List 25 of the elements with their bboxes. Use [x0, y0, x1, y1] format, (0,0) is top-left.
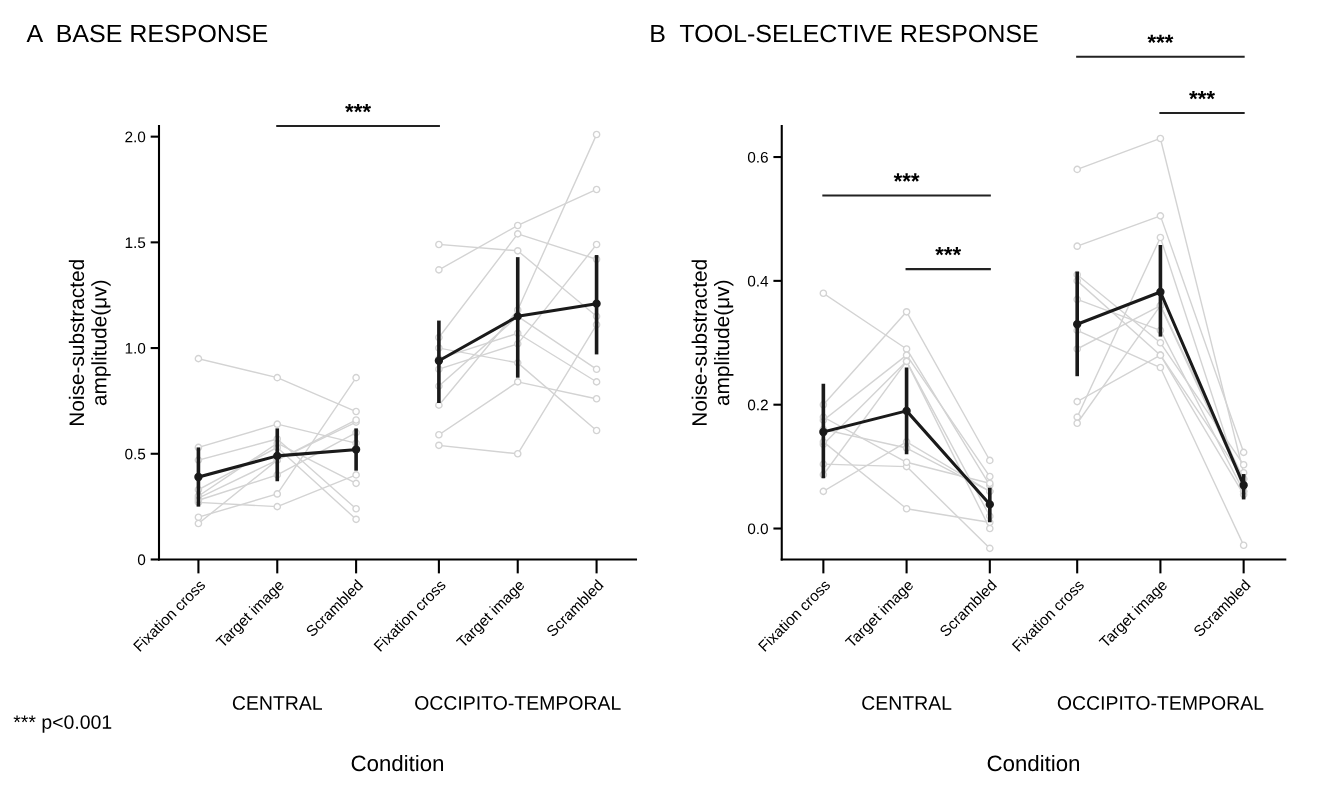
x-axis-title: Condition	[351, 754, 444, 772]
y-tick-label: 0.4	[747, 275, 769, 287]
y-tick-label: 2.0	[125, 131, 146, 143]
y-tick-label: 1.5	[125, 237, 146, 249]
text: ***	[345, 104, 372, 113]
y-tick-label: 0.2	[747, 399, 768, 411]
y-tick-label: 0.5	[125, 448, 146, 460]
x-axis-title: Condition	[987, 754, 1080, 772]
chart-title: A BASE RESPONSE	[26, 24, 268, 43]
y-tick-label: 1.0	[125, 342, 146, 354]
y-axis-title: Noise-substracted amplitude(μv)	[691, 260, 734, 426]
text: CENTRAL	[862, 696, 952, 710]
text: CENTRAL	[232, 696, 322, 710]
text: ***	[1147, 34, 1174, 43]
text: OCCIPITO-TEMPORAL	[1057, 696, 1264, 710]
text: *** p<0.001	[13, 715, 112, 733]
chart-title: B TOOL-SELECTIVE RESPONSE	[651, 24, 1038, 43]
text: ***	[1189, 91, 1215, 100]
annotation: ***	[935, 247, 962, 256]
y-tick-label: 0.0	[747, 523, 768, 535]
y-axis-title: Noise-substracted amplitude(μv)	[68, 260, 111, 426]
annotation: ***	[893, 173, 920, 182]
text: OCCIPITO-TEMPORAL	[415, 696, 621, 710]
y-tick-label: 0	[137, 554, 146, 566]
y-tick-label: 0.6	[747, 151, 768, 163]
